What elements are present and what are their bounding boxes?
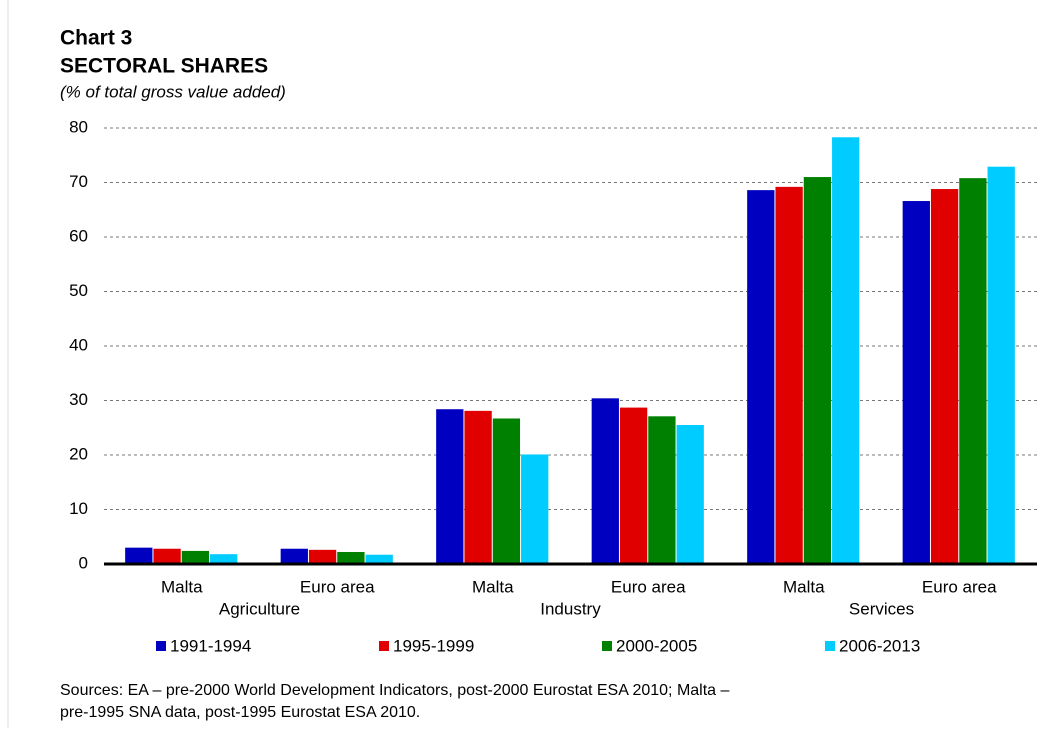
x-tick-label: Malta — [783, 577, 825, 596]
bar — [280, 548, 308, 564]
y-tick-label: 80 — [69, 117, 88, 136]
legend-swatch — [156, 641, 166, 651]
y-axis-label: (% of total gross value added) — [60, 82, 286, 101]
bar — [492, 418, 521, 564]
legend-label: 2006-2013 — [839, 636, 920, 655]
legend-label: 2000-2005 — [616, 636, 697, 655]
bar — [775, 186, 803, 565]
bar — [902, 201, 930, 564]
legend-label: 1995-1999 — [393, 636, 474, 655]
bar — [747, 190, 775, 564]
group-label: Services — [849, 599, 914, 618]
x-tick-label: Euro area — [611, 577, 686, 596]
y-tick-label: 70 — [69, 172, 88, 191]
y-tick-label: 30 — [69, 390, 88, 409]
bar — [153, 548, 181, 564]
legend-swatch — [602, 641, 612, 651]
bar — [308, 549, 337, 564]
y-tick-label: 60 — [69, 226, 88, 245]
bar — [464, 410, 492, 564]
source-note: Sources: EA – pre-2000 World Development… — [60, 682, 730, 699]
bar — [676, 425, 704, 564]
y-tick-label: 0 — [79, 553, 88, 572]
bar — [337, 552, 365, 564]
bar — [619, 407, 648, 564]
bar — [591, 398, 619, 564]
legend-label: 1991-1994 — [170, 636, 251, 655]
bar — [521, 454, 549, 564]
group-label: Agriculture — [219, 599, 300, 618]
x-tick-label: Euro area — [300, 577, 375, 596]
bar — [648, 416, 676, 564]
x-tick-label: Euro area — [922, 577, 997, 596]
legend-swatch — [379, 641, 389, 651]
bar — [125, 547, 153, 564]
chart-title: Chart 3 — [60, 27, 132, 50]
bar — [959, 178, 987, 564]
bar — [803, 177, 832, 565]
bar — [181, 550, 210, 564]
bar — [365, 554, 393, 564]
x-tick-label: Malta — [161, 577, 203, 596]
y-tick-label: 20 — [69, 444, 88, 463]
group-label: Industry — [540, 599, 601, 618]
bar — [436, 409, 464, 564]
chart-subtitle: SECTORAL SHARES — [60, 55, 268, 78]
bar — [210, 554, 238, 564]
bar — [987, 166, 1015, 564]
y-tick-label: 40 — [69, 335, 88, 354]
y-tick-label: 10 — [69, 499, 88, 518]
legend-swatch — [825, 641, 835, 651]
bar — [930, 189, 959, 565]
y-tick-label: 50 — [69, 281, 88, 300]
x-tick-label: Malta — [472, 577, 514, 596]
bar — [832, 137, 860, 564]
source-note: pre-1995 SNA data, post-1995 Eurostat ES… — [60, 704, 420, 721]
